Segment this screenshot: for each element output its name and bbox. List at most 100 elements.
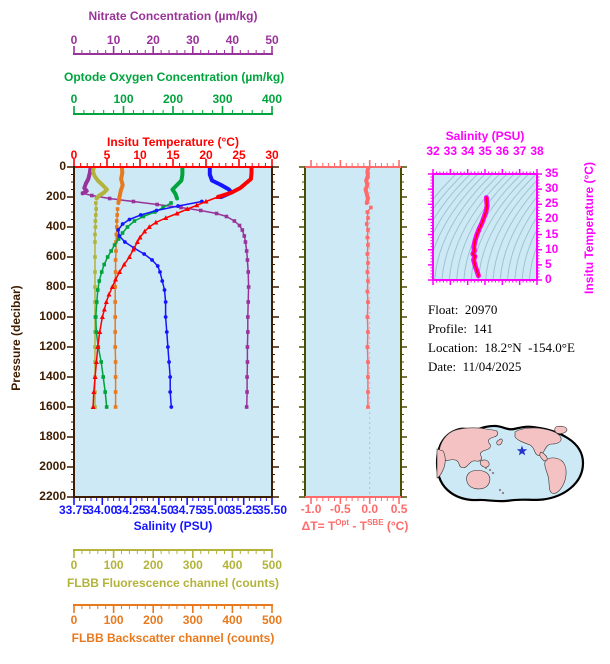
float-value: 20970 xyxy=(464,302,498,317)
tick-label: 36 xyxy=(495,144,509,158)
tick-label: 35.00 xyxy=(200,503,231,517)
ts-temp-tick-label: 5 xyxy=(545,256,552,271)
ts-density-contours xyxy=(433,174,537,280)
float-info: Float: 20970 Profile: 141 Location: 18.2… xyxy=(428,302,575,378)
tick-label: 0 xyxy=(70,613,78,627)
tick-label: 34.00 xyxy=(87,503,118,517)
map-star xyxy=(516,445,528,456)
delta-t-plot-area xyxy=(305,167,401,497)
profile-label: Profile: xyxy=(428,321,467,336)
map-landmass xyxy=(514,427,562,456)
tick-label: 0.0 xyxy=(361,502,379,516)
ts-temp-tick-label: 35 xyxy=(545,166,559,180)
ts-temp-tick-label: 30 xyxy=(545,181,559,196)
map-landmass xyxy=(544,457,567,494)
tick-label: 100 xyxy=(113,92,134,106)
tick-label: 100 xyxy=(103,558,124,572)
ts-temp-tick-label: 20 xyxy=(545,211,559,226)
pressure-tick-label: 1400 xyxy=(39,369,66,383)
temperature-axis-title: Insitu Temperature (°C) xyxy=(107,135,239,149)
pressure-tick-label: 2000 xyxy=(39,459,66,473)
pressure-tick-label: 400 xyxy=(45,219,66,233)
tick-label: 30 xyxy=(186,33,200,47)
tick-label: 35.25 xyxy=(228,503,259,517)
profile-curves xyxy=(80,167,254,409)
tick-label: 34.50 xyxy=(143,503,174,517)
tick-label: 0 xyxy=(70,92,78,106)
tick-label: 0.5 xyxy=(390,502,408,516)
location-value: 18.2°N -154.0°E xyxy=(484,340,575,355)
tick-label: 300 xyxy=(182,613,203,627)
date-label: Date: xyxy=(428,359,457,374)
tick-label: 34 xyxy=(460,144,475,158)
world-map xyxy=(435,424,585,503)
delta-t-label-mid: - T xyxy=(349,519,368,533)
tick-label: 0 xyxy=(70,148,78,162)
tick-label: 35.50 xyxy=(256,503,288,517)
tick-label: 100 xyxy=(103,613,124,627)
tick-label: 200 xyxy=(143,558,164,572)
backscatter-axis-title: FLBB Backscatter channel (counts) xyxy=(71,631,275,645)
pressure-tick-label: 1000 xyxy=(39,309,66,323)
pressure-tick-label: 1600 xyxy=(39,399,66,413)
nitrate-axis-title: Nitrate Concentration (µm/kg) xyxy=(88,9,258,23)
tick-label: 33 xyxy=(443,144,457,158)
tick-label: 10 xyxy=(106,33,121,47)
pressure-tick-label: 2200 xyxy=(39,489,66,503)
ts-curve xyxy=(470,195,490,279)
tick-label: 200 xyxy=(143,613,164,627)
tick-label: 33.75 xyxy=(58,503,90,517)
delta-t-axis-label: ΔT= TOpt - TSBE (°C) xyxy=(285,518,425,533)
fluorescence-axis-title: FLBB Fluorescence channel (counts) xyxy=(66,576,280,590)
tick-label: 25 xyxy=(232,148,246,162)
profile-value: 141 xyxy=(473,321,494,336)
pressure-tick-label: 600 xyxy=(45,249,66,263)
delta-t-label-sup-opt: Opt xyxy=(335,518,350,527)
salinity-axis-title: Salinity (PSU) xyxy=(133,519,213,533)
tick-label: 40 xyxy=(225,33,240,47)
pressure-tick-label: 1200 xyxy=(39,339,66,353)
float-label: Float: xyxy=(428,302,459,317)
main-plot-area xyxy=(74,167,272,497)
ts-salinity-title: Salinity (PSU) xyxy=(445,129,525,143)
map-landmass xyxy=(496,438,503,446)
tick-label: -1.0 xyxy=(300,502,322,516)
ts-temp-tick-label: 25 xyxy=(545,196,559,211)
tick-label: 37 xyxy=(512,144,527,158)
tick-label: 34.75 xyxy=(172,503,203,517)
tick-label: 400 xyxy=(222,558,243,572)
tick-label: 200 xyxy=(162,92,184,106)
tick-label: 32 xyxy=(426,144,440,158)
tick-label: 35 xyxy=(478,144,492,158)
tick-label: 0 xyxy=(70,33,78,47)
ts-temp-tick-label: 0 xyxy=(545,272,552,286)
map-landmass xyxy=(436,448,446,479)
location-label: Location: xyxy=(428,340,478,355)
tick-label: 15 xyxy=(166,148,180,162)
tick-label: 50 xyxy=(265,33,279,47)
tick-label: 300 xyxy=(212,92,233,106)
tick-label: 400 xyxy=(261,92,283,106)
tick-label: 400 xyxy=(222,613,243,627)
pressure-tick-label: 0 xyxy=(59,159,66,173)
oxygen-axis-title: Optode Oxygen Concentration (µm/kg) xyxy=(64,70,285,84)
float-info-line: Profile: 141 xyxy=(428,321,575,337)
tick-label: 500 xyxy=(261,613,283,627)
tick-label: 20 xyxy=(146,33,160,47)
delta-t-label-prefix: ΔT= T xyxy=(301,519,336,533)
tick-label: -0.5 xyxy=(330,502,351,516)
pressure-tick-label: 200 xyxy=(45,189,66,203)
tick-label: 38 xyxy=(530,144,544,158)
float-info-line: Date: 11/04/2025 xyxy=(428,359,575,375)
delta-t-curve xyxy=(363,167,373,497)
tick-label: 300 xyxy=(182,558,203,572)
float-info-line: Float: 20970 xyxy=(428,302,575,318)
tick-label: 0 xyxy=(70,558,78,572)
ts-temp-tick-label: 15 xyxy=(545,226,559,241)
map-landmass xyxy=(438,427,499,469)
tick-label: 30 xyxy=(265,148,279,162)
ts-temp-tick-label: 10 xyxy=(545,241,559,256)
map-landmass xyxy=(479,459,490,468)
